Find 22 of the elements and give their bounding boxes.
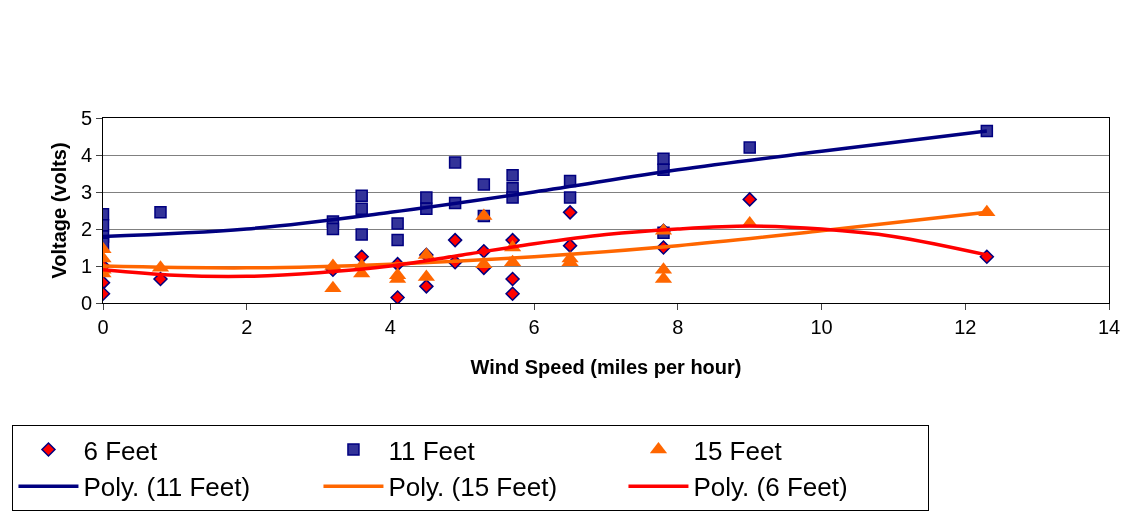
x-tick-label: 0: [97, 316, 109, 338]
legend-label: Poly. (6 Feet): [693, 472, 848, 503]
y-tick-label: 0: [80, 292, 92, 314]
legend-label: Poly. (11 Feet): [83, 472, 251, 503]
x-tick-label: 4: [384, 316, 396, 338]
y-tick-label: 3: [80, 181, 92, 203]
x-tick-label: 14: [1097, 316, 1121, 338]
y-tick-label: 2: [80, 218, 92, 240]
legend-label: 11 Feet: [388, 435, 476, 466]
x-tick-label: 2: [241, 316, 253, 338]
legend-label: 15 Feet: [693, 435, 783, 466]
x-tick-label: 6: [528, 316, 540, 338]
y-tick-label: 1: [80, 255, 92, 277]
y-axis-title: Voltage (volts): [48, 142, 71, 279]
x-axis-title: Wind Speed (miles per hour): [470, 355, 742, 378]
x-tick-label: 12: [954, 316, 977, 338]
legend-label: Poly. (15 Feet): [388, 472, 558, 503]
y-tick-label: 4: [80, 144, 92, 166]
y-tick-label: 5: [80, 107, 92, 129]
x-tick-label: 10: [810, 316, 833, 338]
x-tick-label: 8: [672, 316, 684, 338]
legend-label: 6 Feet: [83, 435, 158, 466]
